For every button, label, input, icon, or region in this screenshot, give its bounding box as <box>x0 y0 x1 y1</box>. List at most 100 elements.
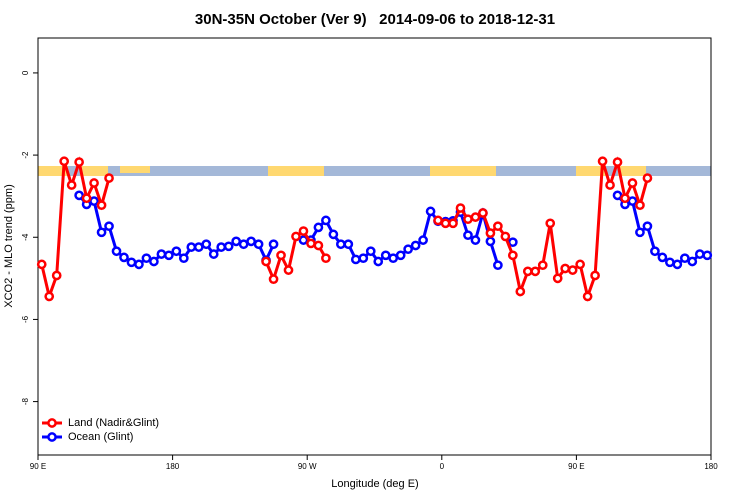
data-point <box>463 214 473 225</box>
data-point <box>59 156 70 167</box>
data-point <box>261 256 271 267</box>
data-point <box>515 286 526 297</box>
data-point <box>268 274 279 285</box>
data-point <box>522 266 533 277</box>
data-point <box>672 259 683 270</box>
data-point <box>635 200 645 211</box>
data-point <box>313 240 324 251</box>
data-point <box>193 242 204 252</box>
data-point <box>627 178 638 188</box>
data-point <box>582 291 593 302</box>
data-point <box>485 236 496 247</box>
data-point <box>500 231 511 242</box>
x-axis-label: Longitude (deg E) <box>331 478 418 490</box>
data-point <box>612 190 623 201</box>
legend-label: Ocean (Glint) <box>68 431 133 443</box>
data-point <box>433 215 443 226</box>
data-point <box>440 218 451 229</box>
data-point <box>276 250 286 261</box>
x-tick-label: 0 <box>440 462 445 471</box>
x-tick-label: 90 E <box>568 462 584 471</box>
data-point <box>268 239 279 250</box>
data-point <box>216 242 227 252</box>
data-point <box>306 238 316 249</box>
data-point <box>635 227 645 238</box>
data-point <box>141 253 152 264</box>
data-point <box>373 256 384 267</box>
y-tick-label: -4 <box>21 233 30 241</box>
data-point <box>493 221 503 232</box>
data-point <box>642 221 653 232</box>
legend-label: Land (Nadir&Glint) <box>68 417 159 429</box>
data-point <box>530 266 541 277</box>
data-point <box>321 253 331 264</box>
data-point <box>89 196 99 206</box>
plot-frame <box>37 37 712 456</box>
data-point <box>395 250 406 261</box>
y-axis-label: XCO2 - MLO trend (ppm) <box>3 184 15 307</box>
data-point <box>470 212 481 222</box>
data-point <box>74 157 84 167</box>
data-point <box>74 190 84 201</box>
data-point <box>665 257 675 268</box>
data-point <box>537 260 548 271</box>
data-point <box>418 235 428 245</box>
data-point <box>612 157 623 167</box>
data-point <box>650 246 660 257</box>
data-point <box>343 239 354 250</box>
data-point <box>545 218 556 229</box>
data-point <box>291 231 301 242</box>
data-point <box>283 265 294 275</box>
data-point <box>403 244 413 255</box>
data-point <box>620 193 630 204</box>
data-point <box>358 253 369 264</box>
data-point <box>657 252 668 263</box>
data-point <box>365 246 376 257</box>
data-point <box>485 228 496 238</box>
data-point <box>410 240 421 251</box>
data-point <box>156 249 167 259</box>
data-point <box>171 246 182 257</box>
data-point <box>126 257 137 268</box>
data-point <box>463 230 473 241</box>
legend-marker <box>47 432 57 442</box>
data-point <box>575 259 585 270</box>
data-point <box>328 229 339 240</box>
data-point <box>178 253 189 264</box>
data-point <box>89 178 99 188</box>
data-point <box>567 265 578 275</box>
data-point <box>470 235 481 245</box>
surface-strip <box>38 166 711 176</box>
data-point <box>605 180 615 190</box>
data-point <box>208 249 219 259</box>
data-point <box>425 206 436 217</box>
data-point <box>560 263 571 274</box>
data-point <box>590 270 600 281</box>
data-point <box>111 246 122 257</box>
data-point <box>627 196 638 206</box>
y-tick-label: 0 <box>21 70 30 75</box>
legend-marker <box>47 418 57 428</box>
data-point <box>164 250 174 261</box>
data-point <box>81 193 92 204</box>
data-point <box>702 250 713 261</box>
data-point <box>552 273 563 284</box>
data-point <box>149 256 159 267</box>
y-tick-label: -8 <box>21 397 30 405</box>
x-tick-label: 90 E <box>30 462 46 471</box>
x-tick-label: 90 W <box>298 462 317 471</box>
data-point <box>336 239 346 250</box>
data-point <box>478 208 488 218</box>
data-point <box>642 173 653 183</box>
data-point <box>597 156 608 167</box>
data-point <box>36 259 47 270</box>
data-point <box>223 241 234 252</box>
data-point <box>51 270 62 281</box>
data-point <box>350 254 361 265</box>
data-point <box>298 226 309 236</box>
data-point <box>448 218 458 229</box>
y-tick-label: -6 <box>21 315 30 323</box>
chart-title: 30N-35N October (Ver 9) 2014-09-06 to 20… <box>195 11 555 28</box>
data-point <box>66 180 77 190</box>
data-point <box>679 253 690 264</box>
